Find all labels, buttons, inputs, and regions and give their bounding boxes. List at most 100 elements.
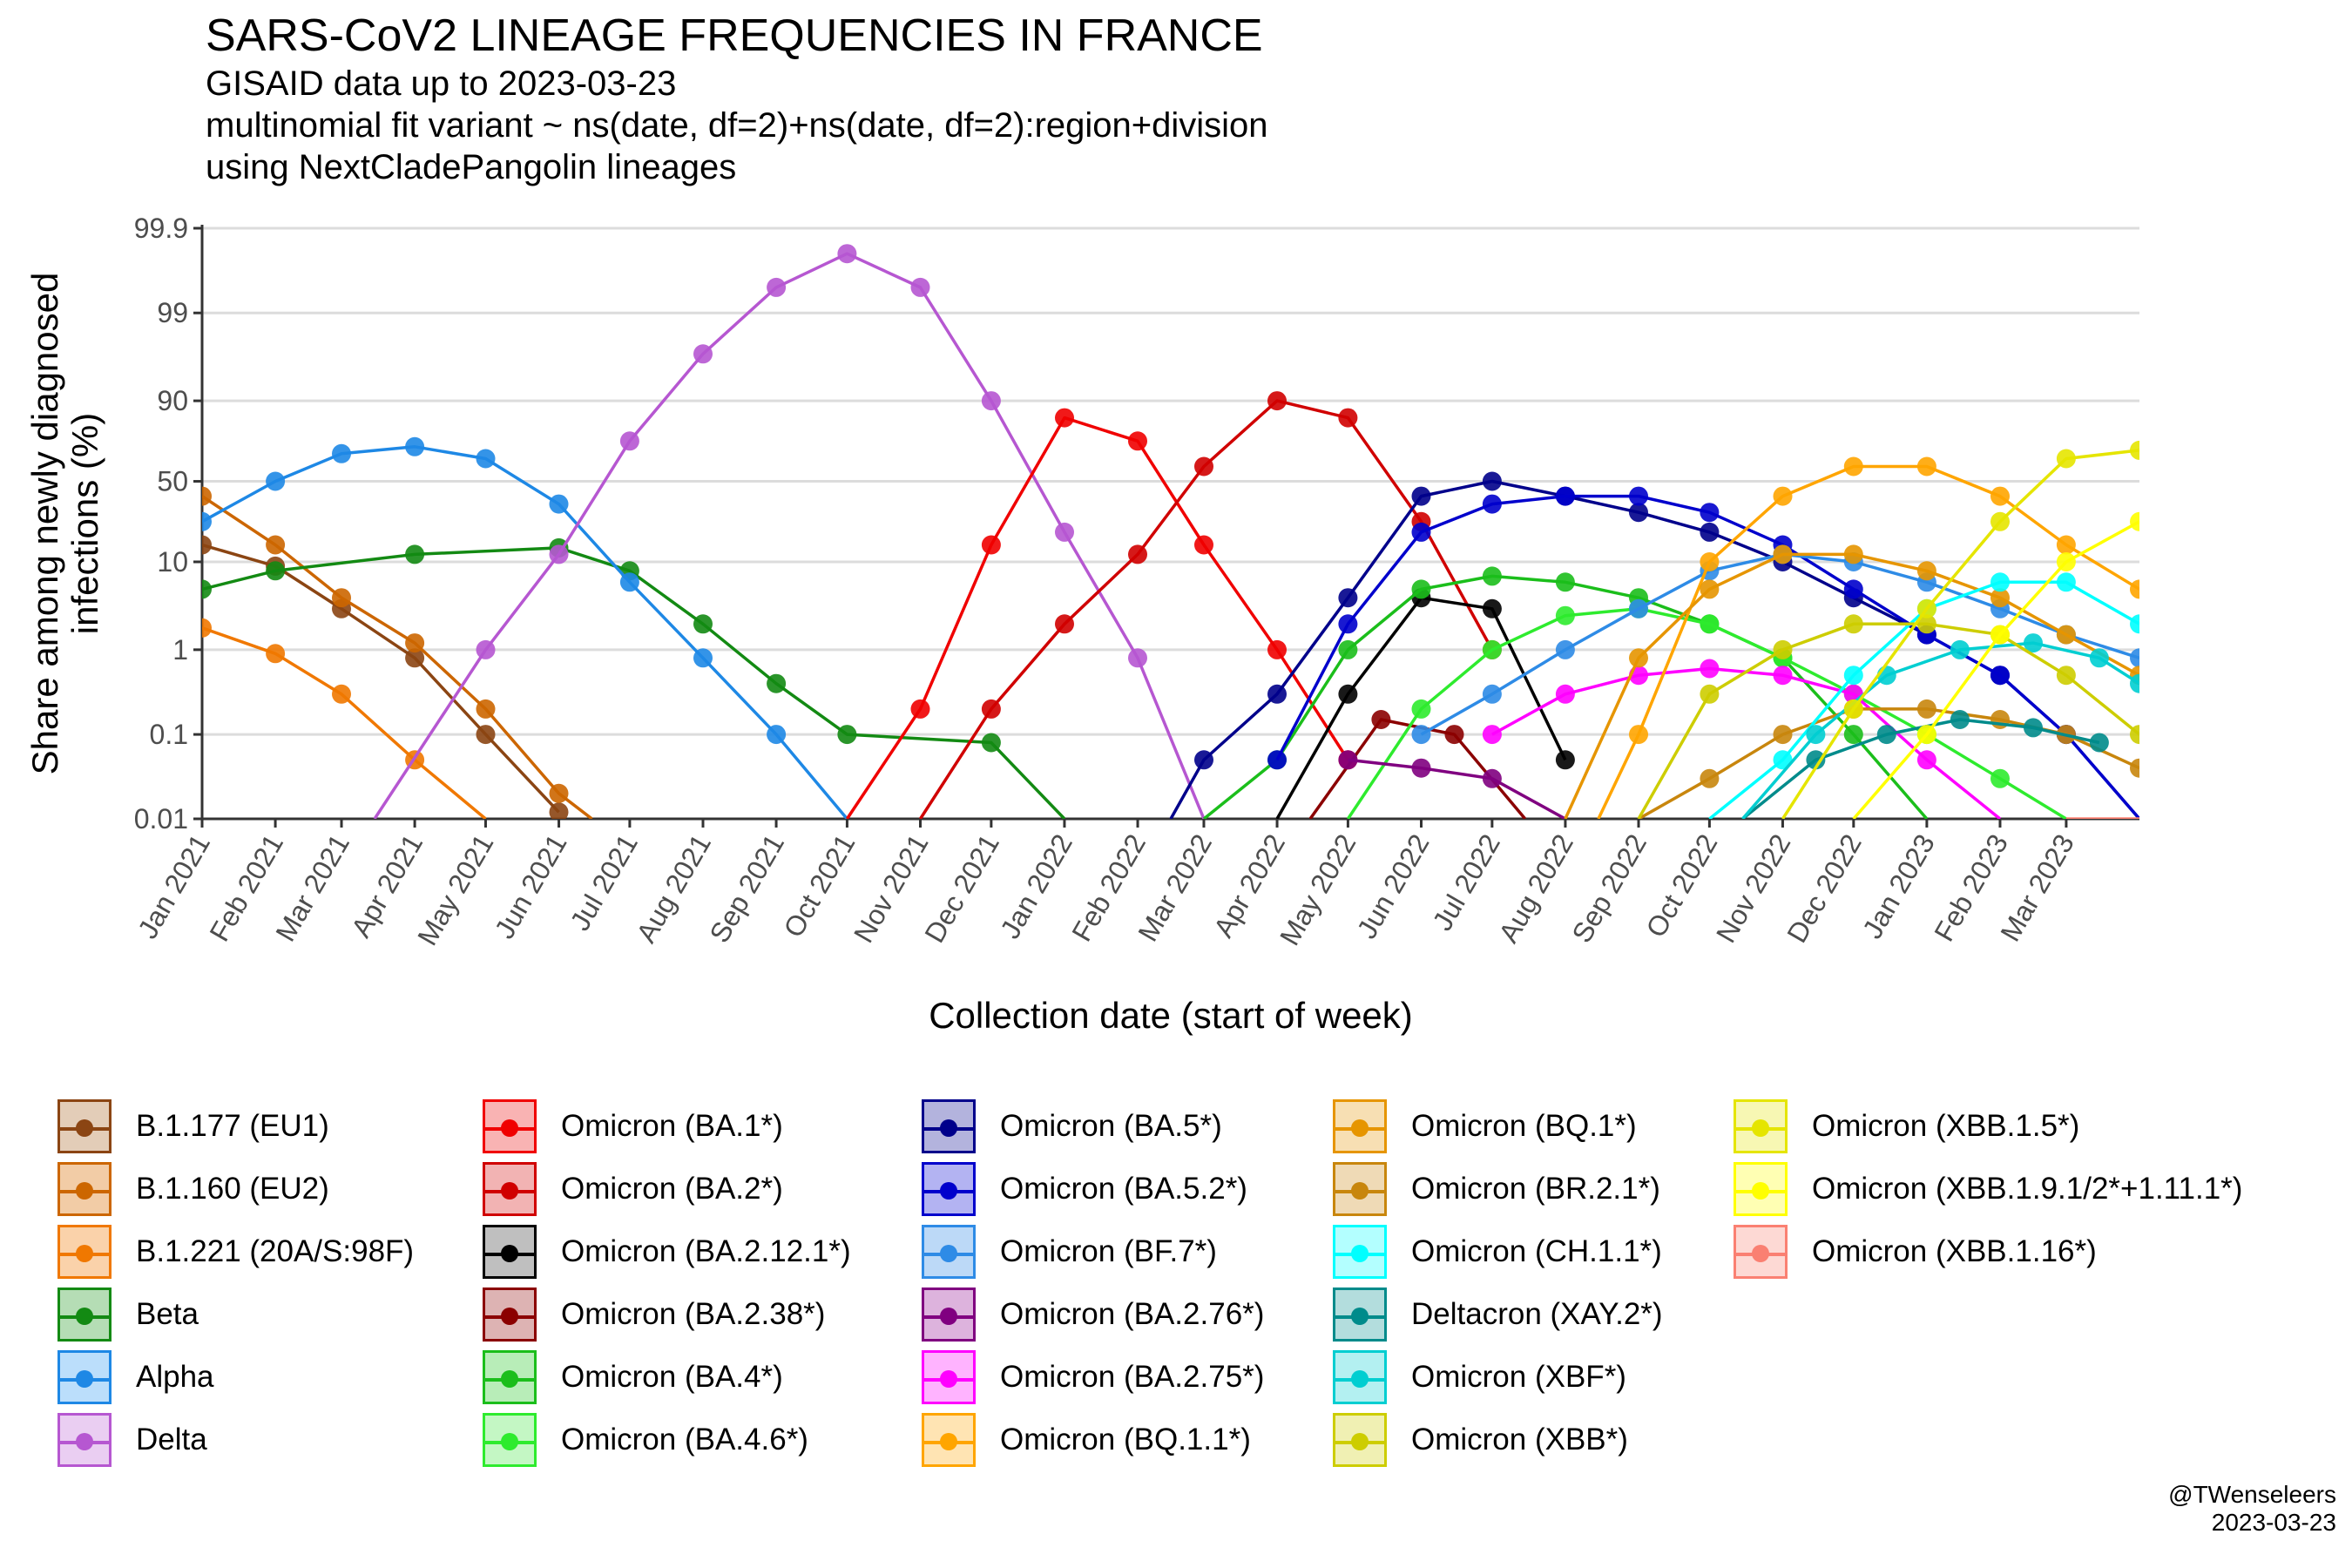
series-group <box>1597 456 2139 819</box>
series-group <box>202 486 593 819</box>
data-point <box>332 684 351 704</box>
legend-key-dot <box>1351 1182 1369 1200</box>
data-point <box>2130 725 2139 745</box>
legend-item: Omicron (BA.2.38*) <box>483 1288 883 1345</box>
data-point <box>1843 666 1863 686</box>
legend-label: Omicron (BA.1*) <box>561 1109 783 1143</box>
data-point <box>549 783 569 803</box>
data-point <box>2089 733 2109 753</box>
legend-key-dot <box>76 1119 93 1137</box>
data-point <box>1700 684 1720 704</box>
legend-key-dot <box>1752 1245 1769 1262</box>
legend-key-dot <box>1752 1119 1769 1137</box>
data-point <box>1700 552 1720 571</box>
series-line <box>1637 622 2139 819</box>
y-tick-label: 99.9 <box>134 213 188 244</box>
x-tick-label: Jun 2021 <box>489 829 573 944</box>
legend-key <box>922 1162 976 1216</box>
data-point <box>981 733 1001 753</box>
data-point <box>2024 718 2043 738</box>
data-point <box>619 572 639 592</box>
data-point <box>2056 552 2076 571</box>
data-point <box>332 588 351 608</box>
legend-label: Omicron (BA.2.76*) <box>1000 1297 1265 1331</box>
series-line <box>202 495 593 819</box>
legend-key-dot <box>501 1370 518 1388</box>
data-point <box>1843 579 1863 599</box>
x-tick-label: Oct 2021 <box>777 828 861 942</box>
data-point <box>1806 725 1826 745</box>
data-point <box>1338 588 1358 608</box>
x-tick-label: Jun 2022 <box>1351 829 1436 944</box>
data-point <box>1128 544 1147 564</box>
series-group <box>1741 633 2139 819</box>
plot-area <box>202 244 2139 819</box>
credit-date: 2023-03-23 <box>2211 1509 2336 1536</box>
x-tick-label: Sep 2021 <box>703 829 790 949</box>
data-point <box>266 644 286 664</box>
legend-item: Omicron (BA.2.12.1*) <box>483 1225 883 1282</box>
legend-label: Omicron (XBB.1.16*) <box>1812 1234 2097 1268</box>
legend-key-dot <box>1351 1433 1369 1450</box>
legend-key-dot <box>940 1119 957 1137</box>
series-line <box>1597 464 2139 819</box>
legend-key <box>1333 1225 1387 1279</box>
data-point <box>405 633 425 653</box>
legend-item: Omicron (BA.4*) <box>483 1350 883 1408</box>
legend-label: Omicron (BA.5.2*) <box>1000 1172 1247 1206</box>
data-point <box>1916 456 1936 476</box>
x-tick-label: Jan 2023 <box>1856 829 1941 944</box>
legend-key <box>483 1099 537 1153</box>
data-point <box>202 579 212 599</box>
data-point <box>1411 758 1431 778</box>
data-point <box>1843 614 1863 634</box>
data-point <box>693 344 713 364</box>
data-point <box>405 544 425 564</box>
x-axis-title: Collection date (start of week) <box>929 995 1413 1036</box>
data-point <box>1629 486 1648 506</box>
data-point <box>2130 758 2139 778</box>
series-group <box>1338 750 1566 819</box>
series-group <box>1781 440 2139 819</box>
legend-item: Omicron (XBB.1.16*) <box>1734 1225 2134 1282</box>
data-point <box>1916 725 1936 745</box>
legend-item: Omicron (XBB.1.9.1/2*+1.11.1*) <box>1734 1162 2242 1220</box>
legend-item: Omicron (BF.7*) <box>922 1225 1322 1282</box>
legend-item: Omicron (XBF*) <box>1333 1350 1734 1408</box>
legend-key <box>57 1288 112 1342</box>
data-point <box>619 431 639 451</box>
data-point <box>1990 511 2010 531</box>
data-point <box>1990 625 2010 645</box>
data-point <box>1194 535 1213 555</box>
legend-label: Omicron (XBB.1.9.1/2*+1.11.1*) <box>1812 1172 2243 1206</box>
data-point <box>1916 614 1936 634</box>
data-point <box>1555 684 1575 704</box>
data-point <box>332 443 351 463</box>
data-point <box>1482 598 1502 618</box>
legend-item: Omicron (XBB.1.5*) <box>1734 1099 2134 1157</box>
data-point <box>1411 699 1431 719</box>
legend-key <box>483 1225 537 1279</box>
legend-key-dot <box>940 1308 957 1325</box>
data-point <box>1482 566 1502 586</box>
legend-key <box>57 1413 112 1467</box>
data-point <box>767 673 787 693</box>
data-point <box>405 436 425 456</box>
data-point <box>981 391 1001 411</box>
legend-item: Beta <box>57 1288 458 1345</box>
data-point <box>1128 431 1147 451</box>
data-point <box>202 535 212 555</box>
data-point <box>2056 535 2076 555</box>
data-point <box>767 277 787 297</box>
legend-label: Omicron (BQ.1.1*) <box>1000 1423 1251 1456</box>
legend-label: Omicron (BF.7*) <box>1000 1234 1217 1268</box>
data-point <box>1700 768 1720 788</box>
data-point <box>476 699 496 719</box>
data-point <box>1555 639 1575 659</box>
legend-key-dot <box>1752 1182 1769 1200</box>
legend-key-dot <box>76 1182 93 1200</box>
data-point <box>2056 625 2076 645</box>
y-tick-label: 99 <box>157 297 188 328</box>
legend-label: Omicron (BQ.1*) <box>1411 1109 1637 1143</box>
data-point <box>1555 750 1575 770</box>
